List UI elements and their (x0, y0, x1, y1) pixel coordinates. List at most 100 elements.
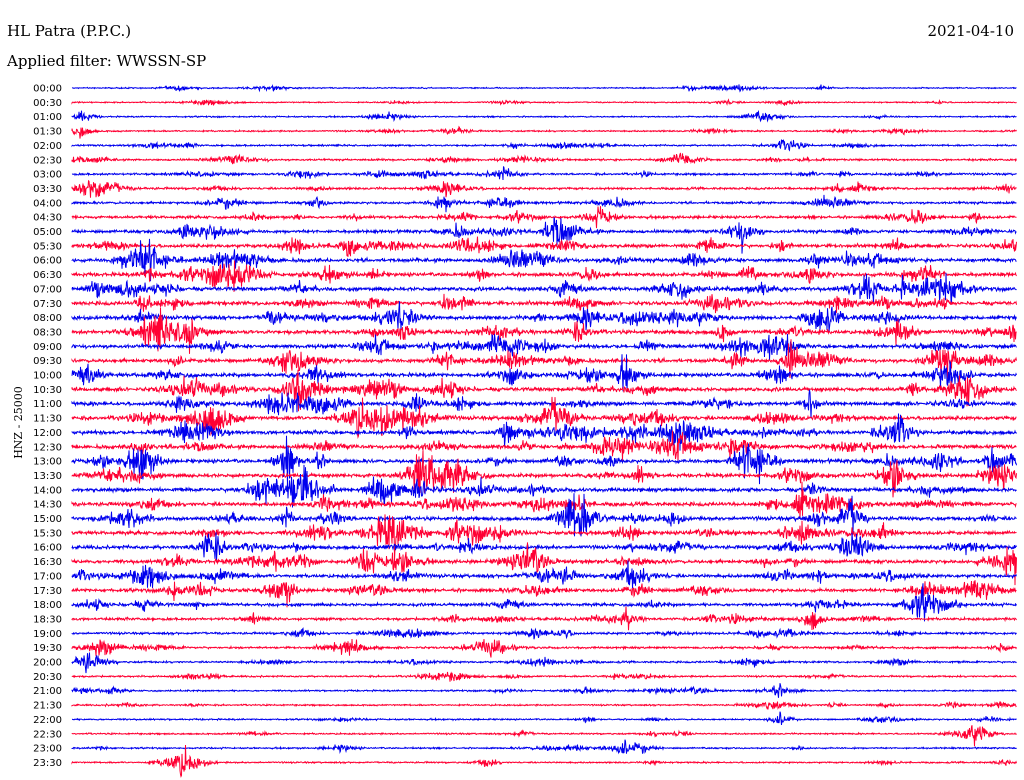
time-tick-label: 07:00 (33, 284, 62, 295)
trace-line (71, 606, 1017, 631)
time-tick-label: 06:00 (33, 256, 62, 267)
trace-line (71, 109, 1017, 123)
station-title: HL Patra (P.P.C.) (7, 22, 132, 40)
trace-line (71, 301, 1017, 332)
time-tick-label: 01:00 (33, 112, 62, 123)
trace-line (71, 493, 1017, 537)
time-tick-label: 01:30 (33, 127, 62, 138)
time-tick-label: 05:30 (33, 241, 62, 252)
trace-line (71, 293, 1017, 314)
trace-line (71, 307, 1017, 354)
trace-line (71, 435, 1017, 486)
time-tick-label: 05:00 (33, 227, 62, 238)
time-tick-label: 00:30 (33, 98, 62, 109)
trace-line (71, 272, 1017, 304)
time-tick-label: 17:30 (33, 586, 62, 597)
trace-line (71, 481, 1017, 518)
time-tick-label: 15:30 (33, 528, 62, 539)
trace-line (71, 532, 1017, 562)
time-tick-label: 12:30 (33, 442, 62, 453)
time-tick-label: 09:30 (33, 356, 62, 367)
time-tick-label: 17:00 (33, 571, 62, 582)
trace-line (71, 369, 1017, 412)
time-tick-label: 07:30 (33, 299, 62, 310)
trace-line (71, 238, 1017, 282)
trace-line (71, 139, 1017, 152)
time-tick-label: 15:00 (33, 514, 62, 525)
time-tick-label: 13:30 (33, 471, 62, 482)
trace-line (71, 98, 1017, 106)
trace-line (71, 638, 1017, 658)
time-tick-label: 12:00 (33, 428, 62, 439)
time-tick-label: 14:30 (33, 500, 62, 511)
time-tick-label: 20:30 (33, 672, 62, 683)
time-tick-label: 21:30 (33, 701, 62, 712)
trace-line (71, 166, 1017, 181)
time-tick-label: 02:00 (33, 141, 62, 152)
trace-line (71, 84, 1017, 93)
trace-line (71, 514, 1017, 561)
time-tick-label: 04:30 (33, 213, 62, 224)
time-tick-label: 18:00 (33, 600, 62, 611)
time-tick-label: 21:00 (33, 686, 62, 697)
time-tick-label: 14:00 (33, 485, 62, 496)
trace-line (71, 333, 1017, 361)
trace-line (71, 464, 1017, 508)
trace-line (71, 389, 1017, 419)
trace-line (71, 194, 1017, 213)
trace-line (71, 206, 1017, 229)
trace-line (71, 125, 1017, 139)
time-tick-label: 16:00 (33, 543, 62, 554)
time-tick-label: 09:00 (33, 342, 62, 353)
time-tick-label: 03:30 (33, 184, 62, 195)
time-tick-label: 08:00 (33, 313, 62, 324)
trace-line (71, 339, 1017, 379)
trace-line (71, 413, 1017, 451)
trace-line (71, 580, 1017, 608)
time-tick-label: 00:00 (33, 84, 62, 95)
trace-line (71, 652, 1017, 674)
filter-label: Applied filter: WWSSN-SP (7, 52, 207, 70)
time-tick-label: 16:30 (33, 557, 62, 568)
trace-line (71, 354, 1017, 392)
trace-line (71, 260, 1017, 292)
trace-line (71, 542, 1017, 586)
trace-line (71, 744, 1017, 778)
time-tick-label: 02:30 (33, 155, 62, 166)
time-tick-label: 18:30 (33, 614, 62, 625)
trace-line (71, 683, 1017, 698)
time-tick-label: 13:00 (33, 457, 62, 468)
time-tick-label: 04:00 (33, 198, 62, 209)
time-tick-label: 22:00 (33, 715, 62, 726)
trace-line (71, 700, 1017, 710)
time-tick-label: 06:30 (33, 270, 62, 281)
time-tick-label: 22:30 (33, 729, 62, 740)
time-tick-label: 23:00 (33, 744, 62, 755)
trace-line (71, 560, 1017, 589)
time-tick-label: 19:30 (33, 643, 62, 654)
trace-line (71, 725, 1017, 747)
trace-line (71, 236, 1017, 257)
trace-line (71, 217, 1017, 254)
time-tick-label: 10:00 (33, 371, 62, 382)
trace-line (71, 152, 1017, 165)
time-tick-label: 11:00 (33, 399, 62, 410)
time-tick-label: 10:30 (33, 385, 62, 396)
date-label: 2021-04-10 (927, 22, 1014, 40)
trace-line (71, 179, 1017, 198)
trace-line (71, 396, 1017, 440)
trace-line (71, 450, 1017, 498)
time-tick-label: 20:00 (33, 658, 62, 669)
trace-line (71, 583, 1017, 622)
trace-line (71, 739, 1017, 755)
time-tick-label: 23:30 (33, 758, 62, 769)
trace-line (71, 430, 1017, 464)
time-tick-label: 03:00 (33, 170, 62, 181)
trace-line (71, 627, 1017, 640)
time-tick-label: 19:00 (33, 629, 62, 640)
time-tick-label: 11:30 (33, 414, 62, 425)
time-tick-label: 08:30 (33, 327, 62, 338)
trace-line (71, 671, 1017, 682)
trace-line (71, 711, 1017, 726)
